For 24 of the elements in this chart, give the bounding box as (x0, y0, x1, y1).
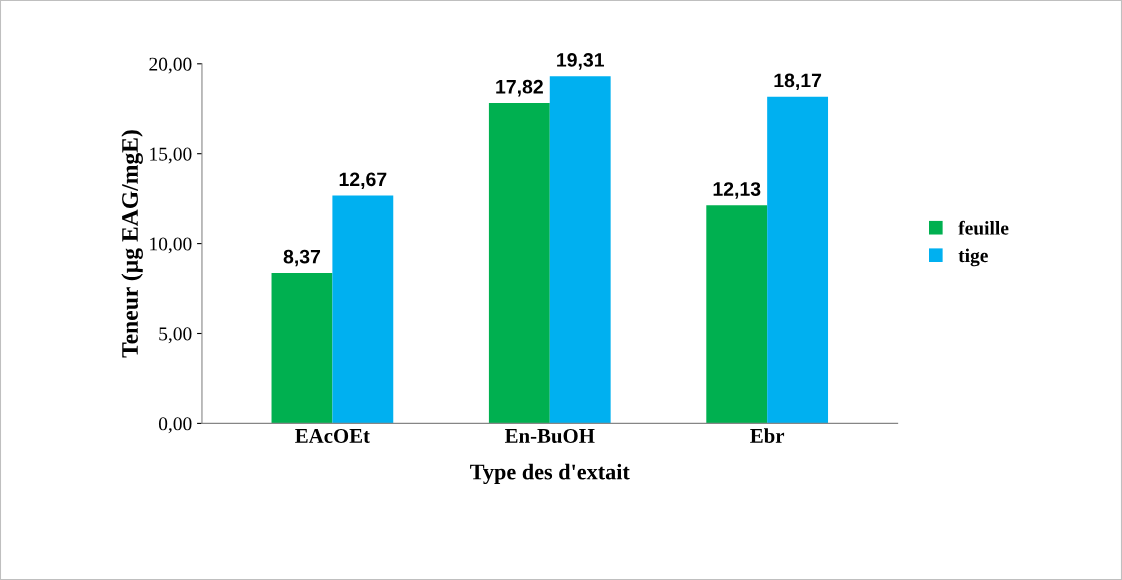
y-tick-label: 20,00 (149, 57, 192, 74)
x-tick-label: EAcOEt (295, 428, 370, 443)
bar (271, 272, 333, 424)
bar (488, 103, 550, 424)
data-label: 12,13 (713, 182, 761, 199)
y-tick-label: 10,00 (150, 237, 192, 254)
data-label: 18,17 (774, 73, 822, 91)
bar (706, 205, 768, 424)
x-tick-label: En-BuOH (504, 428, 595, 443)
y-tick-label: 0,00 (158, 417, 192, 434)
y-tick-label: 5,00 (159, 327, 192, 344)
data-label: 19,31 (557, 53, 604, 70)
bar (767, 96, 829, 424)
legend-label: tige (958, 248, 988, 267)
y-axis-title: Teneur (µg EAG/mgE) (121, 130, 143, 358)
legend-label: feuille (958, 220, 1009, 235)
y-tick-label: 15,00 (150, 147, 192, 164)
data-label: 8,37 (283, 249, 321, 267)
x-axis-title: Type des d'extait (470, 463, 630, 485)
bar (332, 195, 394, 424)
data-label: 17,82 (496, 79, 543, 97)
data-label: 12,67 (339, 172, 387, 190)
x-tick-label: Ebr (750, 428, 785, 443)
bar (549, 76, 611, 424)
